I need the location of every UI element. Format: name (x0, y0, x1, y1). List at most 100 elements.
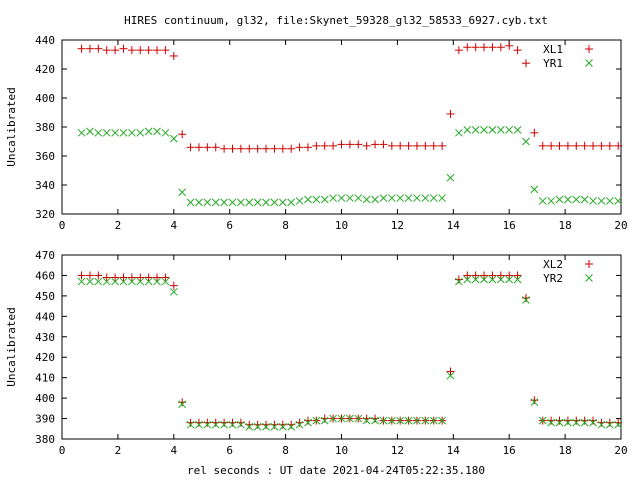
data-point-YR2 (597, 420, 606, 429)
data-point-XL2 (555, 416, 564, 425)
data-point-XL1 (270, 144, 279, 153)
data-point-XL1 (295, 143, 304, 152)
data-point-YR2 (614, 420, 623, 429)
data-point-YR2 (119, 277, 128, 286)
data-point-YR1 (287, 198, 296, 207)
data-point-YR2 (530, 398, 539, 407)
top-y-tick-label: 320 (35, 208, 55, 221)
data-point-XL1 (102, 46, 111, 55)
data-point-XL1 (354, 140, 363, 149)
data-point-XL2 (371, 414, 380, 423)
data-point-YR2 (438, 416, 446, 425)
data-point-YR1 (446, 173, 455, 182)
data-point-YR1 (245, 198, 254, 207)
data-point-YR1 (128, 128, 136, 137)
legend-marker-XL1 (585, 45, 593, 53)
legend-marker-YR2 (585, 274, 593, 282)
bottom-x-tick-label: 16 (503, 444, 516, 457)
data-point-YR2 (102, 277, 111, 286)
data-point-YR1 (278, 198, 287, 207)
data-point-YR1 (429, 194, 438, 202)
data-point-YR2 (329, 414, 337, 423)
data-point-YR2 (245, 422, 254, 431)
data-point-XL1 (572, 141, 581, 150)
data-point-XL1 (589, 141, 598, 150)
top-y-tick-label: 340 (35, 179, 55, 192)
top-y-tick-label: 400 (35, 92, 55, 105)
data-point-YR1 (413, 194, 421, 202)
top-series-XL1 (77, 41, 623, 153)
data-point-XL1 (446, 109, 455, 118)
data-point-XL2 (589, 416, 598, 425)
data-point-XL1 (530, 128, 539, 137)
data-point-XL2 (454, 275, 463, 284)
data-point-XL1 (337, 140, 346, 149)
x-axis-label: rel seconds : UT date 2021-04-24T05:22:3… (187, 464, 485, 477)
data-point-YR2 (203, 420, 212, 429)
data-point-XL1 (136, 46, 145, 55)
data-point-YR2 (337, 414, 346, 423)
data-point-YR2 (505, 275, 514, 284)
data-point-XL2 (303, 416, 312, 425)
data-point-YR1 (169, 134, 178, 143)
data-point-YR2 (320, 416, 329, 425)
data-point-YR1 (455, 128, 463, 137)
data-point-YR2 (429, 416, 438, 425)
data-point-YR1 (253, 198, 262, 207)
data-point-XL2 (295, 418, 304, 427)
data-point-YR2 (455, 277, 463, 286)
data-point-YR2 (421, 416, 430, 425)
data-point-XL1 (312, 141, 321, 150)
data-point-YR1 (178, 188, 187, 197)
bottom-y-tick-label: 390 (35, 413, 55, 426)
data-point-YR1 (228, 198, 237, 207)
data-point-XL1 (262, 144, 271, 153)
data-point-YR1 (555, 195, 564, 204)
data-point-XL1 (211, 143, 220, 152)
data-point-YR1 (505, 126, 514, 134)
data-point-XL1 (94, 44, 103, 53)
data-point-XL1 (228, 144, 237, 153)
data-point-XL1 (203, 143, 212, 152)
data-point-YR1 (513, 126, 522, 134)
data-point-YR2 (446, 371, 455, 380)
data-point-YR1 (312, 195, 321, 204)
data-point-XL1 (555, 141, 564, 150)
data-point-YR2 (396, 416, 405, 425)
top-x-tick-label: 16 (503, 219, 516, 232)
data-point-YR1 (161, 128, 170, 137)
data-point-XL2 (320, 414, 329, 423)
data-point-YR1 (320, 195, 329, 204)
data-point-YR2 (496, 275, 505, 284)
data-point-XL1 (362, 141, 371, 150)
data-point-XL2 (270, 420, 279, 429)
data-point-YR1 (111, 128, 119, 137)
data-point-XL2 (94, 271, 103, 280)
data-point-XL1 (605, 141, 614, 150)
data-point-XL2 (530, 396, 539, 405)
data-point-XL2 (521, 293, 530, 302)
data-point-YR1 (605, 197, 614, 205)
data-point-XL2 (236, 418, 245, 427)
data-point-XL1 (379, 140, 388, 149)
data-point-YR2 (253, 422, 262, 431)
data-point-XL1 (161, 46, 170, 55)
data-point-YR1 (564, 195, 572, 204)
data-point-YR1 (195, 198, 203, 207)
data-point-YR1 (237, 198, 245, 207)
top-y-axis-label: Uncalibrated (5, 87, 18, 166)
data-point-XL2 (488, 271, 497, 280)
data-point-YR2 (295, 420, 304, 429)
data-point-XL1 (236, 144, 245, 153)
data-point-XL2 (153, 273, 162, 282)
legend-marker-YR1 (585, 59, 593, 67)
data-point-YR1 (387, 194, 396, 202)
top-x-tick-label: 12 (391, 219, 404, 232)
data-point-XL1 (547, 141, 556, 150)
data-point-YR2 (111, 277, 119, 286)
data-point-YR1 (102, 128, 111, 137)
data-point-XL2 (127, 273, 136, 282)
data-point-XL2 (505, 271, 514, 280)
top-x-tick-label: 8 (282, 219, 289, 232)
data-point-XL1 (220, 144, 229, 153)
